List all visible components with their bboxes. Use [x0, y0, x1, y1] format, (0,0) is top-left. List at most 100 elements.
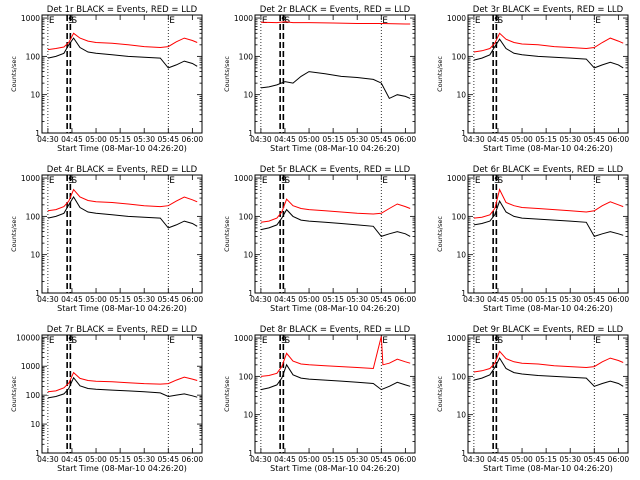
- event-marker-label: E: [475, 336, 481, 346]
- event-marker-label: S: [497, 336, 503, 346]
- y-tick-label: 100: [26, 52, 41, 61]
- x-tick-label: 05:00: [298, 295, 320, 304]
- x-tick-label: 05:15: [322, 295, 344, 304]
- x-tick-label: 06:00: [395, 455, 417, 464]
- x-axis-label: Start Time (08-Mar-10 04:26:20): [270, 464, 400, 473]
- x-tick-label: 05:00: [85, 455, 107, 464]
- y-tick-label: 1000: [447, 334, 466, 343]
- plot-frame: [254, 14, 416, 134]
- event-marker-label: E: [169, 16, 175, 26]
- x-tick-label: 06:00: [182, 135, 204, 144]
- series-line-black-events: [260, 71, 411, 100]
- x-tick-label: 04:45: [274, 295, 296, 304]
- x-tick-label: 05:15: [322, 455, 344, 464]
- x-tick-label: 05:30: [346, 455, 368, 464]
- y-tick-label: 1: [35, 129, 40, 138]
- x-axis-label: Start Time (08-Mar-10 04:26:20): [57, 464, 187, 473]
- chart-title: Det 6r BLACK = Events, RED = LLD: [473, 165, 624, 175]
- x-tick-label: 05:00: [85, 135, 107, 144]
- x-tick-label: 04:45: [61, 295, 83, 304]
- x-tick-label: 05:45: [583, 455, 605, 464]
- event-marker-label: E: [49, 16, 55, 26]
- x-tick-label: 04:45: [61, 135, 83, 144]
- y-tick-label: 10: [243, 251, 253, 260]
- series-line-red-lld: [260, 336, 411, 377]
- y-tick-label: 100: [26, 212, 41, 221]
- y-tick-label: 1000: [234, 14, 253, 23]
- y-tick-label: 10: [30, 91, 40, 100]
- y-axis-label: Counts/sec: [436, 216, 444, 252]
- chart-title: Det 2r BLACK = Events, RED = LLD: [260, 5, 411, 15]
- event-marker-label: E: [169, 336, 175, 346]
- series-line-black-events: [473, 199, 624, 238]
- x-tick-label: 05:15: [109, 455, 131, 464]
- x-tick-label: 04:30: [250, 295, 272, 304]
- event-marker-label: S: [284, 16, 290, 26]
- series-line-red-lld: [47, 188, 198, 212]
- x-tick-label: 05:45: [157, 135, 179, 144]
- chart-panel-1: Det 1r BLACK = Events, RED = LLD 1 10 100 10…: [10, 5, 203, 153]
- event-marker-label: S: [284, 176, 290, 186]
- y-tick-label: 1000: [21, 362, 40, 371]
- y-tick-label: 1000: [447, 14, 466, 23]
- y-tick-label: 1: [35, 289, 40, 298]
- y-tick-label: 10: [456, 91, 466, 100]
- x-tick-label: 04:30: [463, 455, 485, 464]
- x-tick-label: 05:45: [370, 455, 392, 464]
- x-tick-label: 05:45: [157, 295, 179, 304]
- y-tick-label: 1000: [234, 174, 253, 183]
- x-axis-label: Start Time (08-Mar-10 04:26:20): [270, 304, 400, 313]
- x-tick-label: 04:30: [250, 135, 272, 144]
- series-line-red-lld: [473, 32, 624, 53]
- series-line-black-events: [473, 38, 624, 69]
- chart-panel-4: Det 4r BLACK = Events, RED = LLD 1 10 100 10…: [10, 165, 203, 313]
- chart-title: Det 3r BLACK = Events, RED = LLD: [473, 5, 624, 15]
- y-tick-label: 1: [35, 449, 40, 458]
- event-marker-label: E: [595, 176, 601, 186]
- chart-title: Det 4r BLACK = Events, RED = LLD: [47, 165, 198, 175]
- x-tick-label: 05:30: [133, 135, 155, 144]
- x-tick-label: 05:45: [370, 135, 392, 144]
- series-line-red-lld: [47, 371, 198, 393]
- y-tick-label: 1: [248, 289, 253, 298]
- event-marker-label: S: [71, 16, 77, 26]
- chart-panel-8: Det 8r BLACK = Events, RED = LLD 1 10 100 10…: [223, 325, 416, 473]
- y-axis-label: Counts/sec: [10, 376, 18, 412]
- x-tick-label: 06:00: [182, 295, 204, 304]
- y-tick-label: 10: [30, 420, 40, 429]
- y-axis-label: Counts/sec: [223, 216, 231, 252]
- chart-title: Det 8r BLACK = Events, RED = LLD: [260, 325, 411, 335]
- x-tick-label: 04:30: [37, 455, 59, 464]
- series-line-black-events: [47, 376, 198, 399]
- event-marker-label: S: [497, 16, 503, 26]
- y-tick-label: 10: [243, 91, 253, 100]
- x-tick-label: 05:15: [535, 455, 557, 464]
- series-line-black-events: [473, 357, 624, 387]
- x-tick-label: 05:15: [109, 295, 131, 304]
- x-tick-label: 05:00: [298, 455, 320, 464]
- x-tick-label: 04:45: [61, 455, 83, 464]
- y-tick-label: 10: [456, 411, 466, 420]
- y-tick-label: 100: [239, 372, 254, 381]
- x-tick-label: 05:00: [85, 295, 107, 304]
- y-tick-label: 10: [456, 251, 466, 260]
- x-tick-label: 06:00: [395, 135, 417, 144]
- series-line-black-events: [260, 363, 411, 391]
- y-tick-label: 1000: [21, 174, 40, 183]
- x-tick-label: 04:45: [487, 135, 509, 144]
- chart-title: Det 1r BLACK = Events, RED = LLD: [47, 5, 198, 15]
- y-axis-label: Counts/sec: [436, 56, 444, 92]
- event-marker-label: E: [382, 176, 388, 186]
- y-tick-label: 100: [26, 391, 41, 400]
- chart-panel-5: Det 5r BLACK = Events, RED = LLD 1 10 100 10…: [223, 165, 416, 313]
- y-axis-label: Counts/sec: [436, 376, 444, 412]
- y-tick-label: 1000: [447, 174, 466, 183]
- event-marker-label: E: [49, 336, 55, 346]
- event-marker-label: S: [71, 336, 77, 346]
- y-tick-label: 1: [248, 449, 253, 458]
- x-tick-label: 05:45: [583, 295, 605, 304]
- x-tick-label: 04:30: [37, 295, 59, 304]
- plot-frame: [41, 174, 203, 294]
- chart-panel-6: Det 6r BLACK = Events, RED = LLD 1 10 100 10…: [436, 165, 629, 313]
